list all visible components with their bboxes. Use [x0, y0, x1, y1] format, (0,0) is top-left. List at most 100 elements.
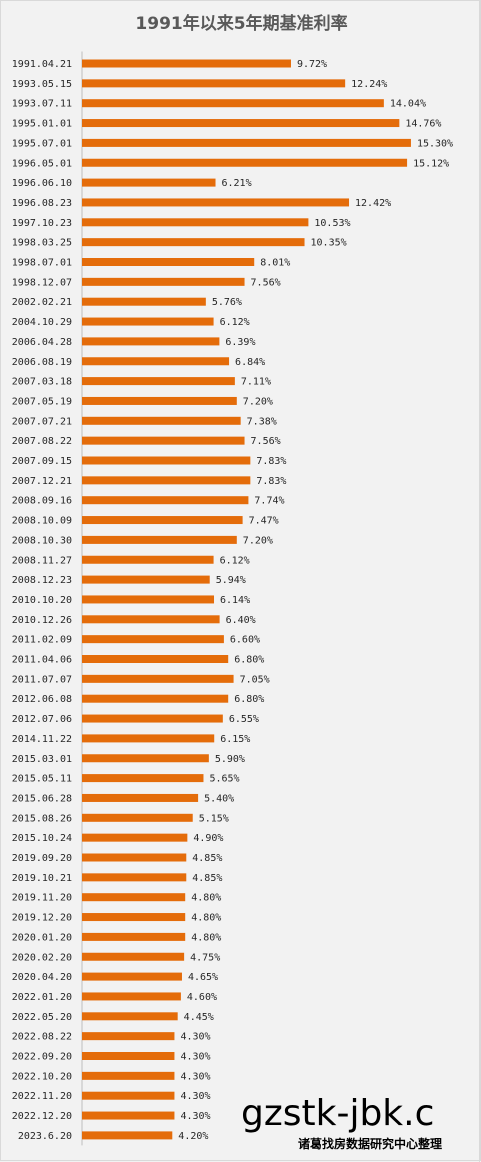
bar — [82, 952, 185, 961]
category-label: 2022.08.22 — [12, 1032, 72, 1043]
data-label: 5.65% — [209, 774, 239, 785]
category-label: 1996.06.10 — [12, 178, 72, 189]
data-label: 6.80% — [234, 694, 264, 705]
data-label: 4.20% — [178, 1131, 208, 1142]
category-label: 2007.05.19 — [12, 396, 72, 407]
bar — [82, 1071, 175, 1080]
data-label: 4.45% — [184, 1012, 214, 1023]
category-label: 2007.07.21 — [12, 416, 72, 427]
category-label: 2008.10.09 — [12, 516, 72, 527]
bar — [82, 258, 255, 266]
data-label: 6.12% — [220, 555, 250, 566]
bar — [82, 337, 220, 346]
category-label: 2020.04.20 — [12, 972, 72, 983]
bar — [82, 793, 199, 802]
bar — [82, 932, 186, 941]
bar — [82, 595, 215, 604]
category-label: 2004.10.29 — [12, 317, 72, 328]
category-label: 2002.02.21 — [12, 297, 72, 308]
data-label: 7.74% — [254, 496, 284, 507]
data-label: 7.83% — [256, 476, 286, 487]
category-label: 2008.10.30 — [12, 535, 72, 546]
bar — [82, 913, 186, 922]
data-label: 7.20% — [243, 535, 273, 546]
data-label: 7.56% — [251, 436, 281, 447]
data-label: 5.15% — [199, 813, 229, 824]
data-label: 15.30% — [417, 138, 453, 149]
bar — [82, 456, 251, 465]
bar — [82, 813, 193, 822]
bar — [82, 853, 187, 862]
data-label: 6.84% — [235, 357, 265, 368]
bar — [82, 496, 249, 505]
watermark-caption: 诸葛找房数据研究中心整理 — [298, 1137, 443, 1151]
data-label: 7.05% — [240, 674, 270, 685]
bar — [82, 516, 243, 525]
category-label: 2011.02.09 — [12, 635, 72, 646]
bar — [82, 1032, 175, 1041]
data-label: 5.94% — [216, 575, 246, 586]
bar — [82, 396, 237, 405]
data-label: 4.85% — [192, 873, 222, 884]
bar — [82, 873, 187, 882]
category-label: 2022.11.20 — [12, 1091, 72, 1102]
bar — [82, 833, 188, 842]
data-label: 4.85% — [192, 853, 222, 864]
bar — [82, 674, 234, 683]
bar — [82, 357, 230, 366]
data-label: 7.11% — [241, 377, 271, 388]
bar — [82, 754, 209, 763]
category-label: 2015.03.01 — [12, 754, 72, 765]
bar — [82, 774, 204, 783]
bar — [82, 1111, 175, 1120]
bar — [82, 317, 214, 326]
bar — [82, 198, 350, 207]
category-label: 2015.05.11 — [12, 774, 72, 785]
data-label: 12.42% — [355, 198, 391, 209]
category-label: 2022.10.20 — [12, 1071, 72, 1082]
category-label: 1998.07.01 — [12, 258, 72, 269]
bar — [82, 138, 411, 147]
category-label: 1993.07.11 — [12, 99, 72, 110]
category-label: 2012.07.06 — [12, 714, 72, 725]
data-label: 6.60% — [230, 635, 260, 646]
data-label: 14.04% — [390, 99, 426, 110]
category-label: 2022.12.20 — [12, 1111, 72, 1122]
data-label: 6.40% — [226, 615, 256, 626]
data-label: 6.12% — [220, 317, 250, 328]
bar — [82, 158, 408, 167]
data-label: 4.90% — [193, 833, 223, 844]
bar — [82, 436, 245, 445]
category-label: 1996.08.23 — [12, 198, 72, 209]
bar — [82, 992, 181, 1001]
bar — [82, 79, 346, 88]
bar — [82, 555, 214, 564]
data-label: 4.30% — [180, 1111, 210, 1122]
right-border — [479, 1, 480, 1162]
category-label: 1993.05.15 — [12, 79, 72, 90]
category-label: 2008.11.27 — [12, 555, 72, 566]
category-label: 2019.11.20 — [12, 893, 72, 904]
category-label: 1996.05.01 — [12, 158, 72, 169]
data-label: 6.80% — [234, 655, 264, 666]
category-label: 1998.12.07 — [12, 277, 72, 288]
category-label: 2022.09.20 — [12, 1052, 72, 1063]
category-label: 1995.07.01 — [12, 138, 72, 149]
data-label: 4.30% — [180, 1032, 210, 1043]
bar — [82, 377, 235, 386]
data-label: 9.72% — [297, 59, 327, 70]
bar — [82, 575, 210, 584]
category-label: 2015.10.24 — [12, 833, 72, 844]
bar — [82, 1052, 175, 1060]
bar — [82, 1131, 173, 1140]
category-label: 2007.03.18 — [12, 377, 72, 388]
data-label: 7.38% — [247, 416, 277, 427]
data-label: 4.65% — [188, 972, 218, 983]
bar — [82, 893, 186, 902]
category-label: 2007.08.22 — [12, 436, 72, 447]
bar — [82, 416, 241, 425]
bar — [82, 238, 305, 247]
category-label: 2020.01.20 — [12, 932, 72, 943]
data-label: 6.15% — [220, 734, 250, 745]
